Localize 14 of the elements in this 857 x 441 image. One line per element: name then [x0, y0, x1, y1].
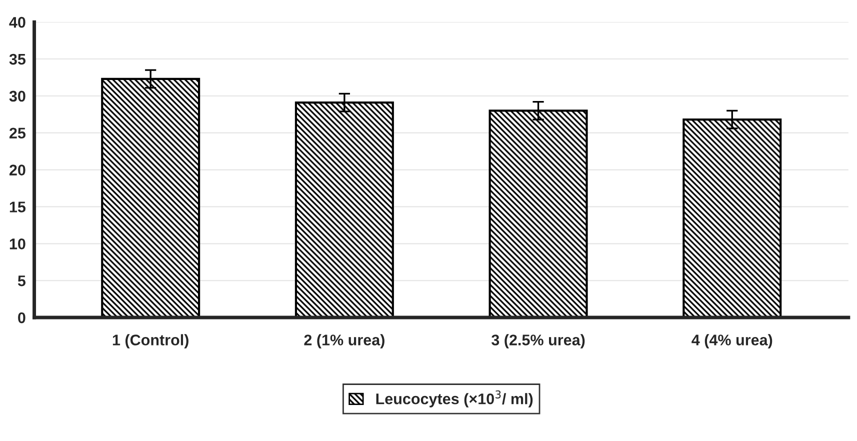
y-tick-label: 40 [9, 16, 26, 28]
y-tick-label: 20 [9, 164, 26, 176]
x-tick-label: 3 (2.5% urea) [492, 334, 585, 348]
legend-label: Leucocytes (×10$^{3}$/ ml) [376, 390, 533, 408]
x-tick-label: 1 (Control) [112, 334, 188, 348]
y-tick-label: 15 [10, 202, 26, 212]
y-tick-label: 5 [18, 276, 26, 286]
x-tick-label: 4 (4% urea) [692, 334, 772, 348]
y-tick-label: 10 [10, 238, 26, 250]
y-tick-label: 35 [9, 54, 26, 65]
y-tick-label: 30 [9, 90, 26, 102]
y-tick-label: 0 [18, 312, 26, 324]
x-tick-label: 2 (1% urea) [304, 334, 384, 348]
y-tick-label: 25 [9, 128, 26, 139]
